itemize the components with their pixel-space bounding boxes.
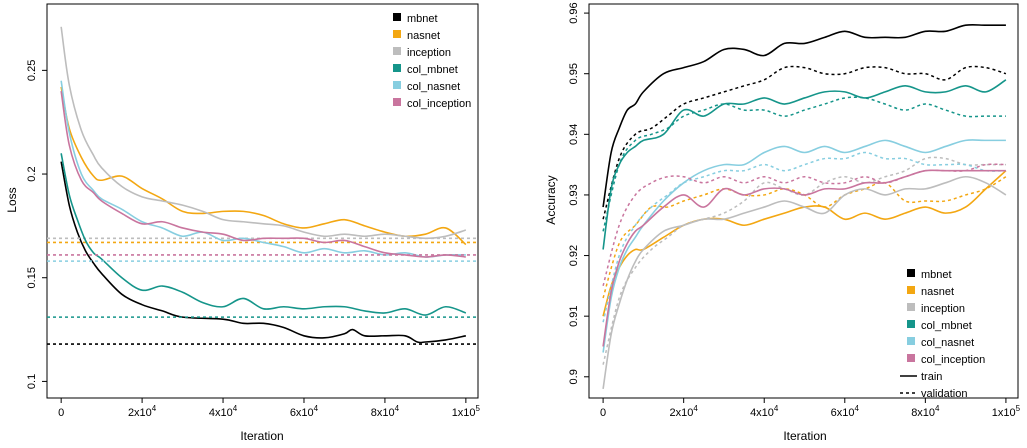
- series-train-inception: [602, 175, 1007, 390]
- y-tick-label: 0.25: [26, 60, 38, 81]
- x-tick-label: 1x105: [452, 404, 481, 419]
- x-axis-label: Iteration: [783, 429, 826, 443]
- legend-label-col_nasnet: col_nasnet: [921, 337, 974, 349]
- legend-label-validation: validation: [921, 388, 967, 400]
- x-tick-label: 2x104: [128, 404, 157, 419]
- y-tick-label: 0.9: [568, 369, 580, 384]
- legend-label-nasnet: nasnet: [407, 30, 440, 42]
- y-tick-label: 0.93: [568, 184, 580, 205]
- series-train-col_inception: [602, 169, 1006, 347]
- plot-frame: [588, 3, 1019, 399]
- series-line-col_nasnet: [60, 80, 466, 258]
- x-tick-label: 6x104: [831, 404, 860, 419]
- x-tick-label: 6x104: [290, 404, 319, 419]
- legend-label-inception: inception: [921, 303, 965, 315]
- legend: mbnet nasnet inception col_mbnet col_nasnetc…: [393, 13, 471, 110]
- y-axis-label: Loss: [5, 187, 19, 212]
- legend-swatch-col_nasnet: [907, 337, 915, 345]
- legend-swatch-col_mbnet: [907, 320, 915, 328]
- legend-label-col_inception: col_inception: [407, 98, 471, 110]
- series-validation-mbnet: [602, 65, 1007, 220]
- y-tick-label: 0.2: [26, 166, 38, 181]
- series-validation-col_nasnet: [602, 151, 1006, 323]
- y-tick-label: 0.95: [568, 63, 580, 84]
- series-line-col_inception: [60, 90, 466, 258]
- series-train-col_mbnet: [602, 79, 1007, 250]
- series-train-mbnet: [602, 23, 1006, 208]
- series-train-col_nasnet: [602, 139, 1006, 353]
- legend-label-col_mbnet: col_mbnet: [407, 64, 458, 76]
- legend: mbnet nasnet inception col_mbnet col_nasnetc…: [900, 269, 985, 400]
- series-validation-col_mbnet: [602, 96, 1006, 232]
- legend-label-mbnet: mbnet: [407, 13, 438, 25]
- legend-swatch-nasnet: [393, 30, 401, 38]
- legend-swatch-col_inception: [393, 98, 401, 106]
- legend-swatch-nasnet: [907, 286, 915, 294]
- x-tick-label: 8x104: [371, 404, 400, 419]
- series-validation-inception: [602, 156, 1006, 365]
- legend-swatch-col_mbnet: [393, 64, 401, 72]
- x-tick-label: 4x104: [750, 404, 779, 419]
- legend-label-inception: inception: [407, 47, 451, 59]
- legend-label-col_nasnet: col_nasnet: [407, 81, 460, 93]
- legend-swatch-inception: [907, 303, 915, 311]
- chart-1: 0 2x104 4x104 6x104 8x104 1x105 0.1 0.15 0.2 0.25…: [5, 3, 481, 443]
- legend-label-col_mbnet: col_mbnet: [921, 320, 972, 332]
- legend-label-train: train: [921, 371, 942, 383]
- x-tick-label: 0: [58, 407, 64, 419]
- plot-area: [602, 23, 1007, 390]
- series-line-inception: [60, 26, 467, 240]
- x-axis-label: Iteration: [240, 429, 283, 443]
- legend-label-col_inception: col_inception: [921, 354, 985, 366]
- plot-frame: [46, 3, 479, 399]
- legend-swatch-mbnet: [907, 269, 915, 277]
- x-tick-label: 0: [600, 407, 606, 419]
- y-tick-label: 0.1: [26, 374, 38, 389]
- y-tick-label: 0.96: [568, 2, 580, 23]
- legend-swatch-mbnet: [393, 13, 401, 21]
- x-tick-label: 2x104: [670, 404, 699, 419]
- plot-area: [47, 26, 478, 345]
- series-line-nasnet: [60, 86, 467, 246]
- legend-label-nasnet: nasnet: [921, 286, 954, 298]
- y-tick-label: 0.15: [26, 267, 38, 288]
- chart-2: 0 2x104 4x104 6x104 8x104 1x105 0.9 0.91 0.92 0.9…: [544, 2, 1021, 443]
- x-tick-label: 4x104: [209, 404, 238, 419]
- x-tick-label: 8x104: [911, 404, 940, 419]
- series-line-mbnet: [60, 161, 467, 344]
- legend-label-mbnet: mbnet: [921, 269, 952, 281]
- y-axis-label: Accuracy: [544, 175, 558, 224]
- series-line-col_mbnet: [60, 153, 467, 316]
- legend-swatch-inception: [393, 47, 401, 55]
- y-tick-label: 0.91: [568, 305, 580, 326]
- legend-swatch-col_nasnet: [393, 81, 401, 89]
- x-tick-label: 1x105: [992, 404, 1021, 419]
- y-tick-label: 0.92: [568, 245, 580, 266]
- y-tick-label: 0.94: [568, 124, 580, 145]
- legend-swatch-col_inception: [907, 354, 915, 362]
- series-train-nasnet: [602, 170, 1007, 317]
- series-validation-col_inception: [602, 163, 1006, 287]
